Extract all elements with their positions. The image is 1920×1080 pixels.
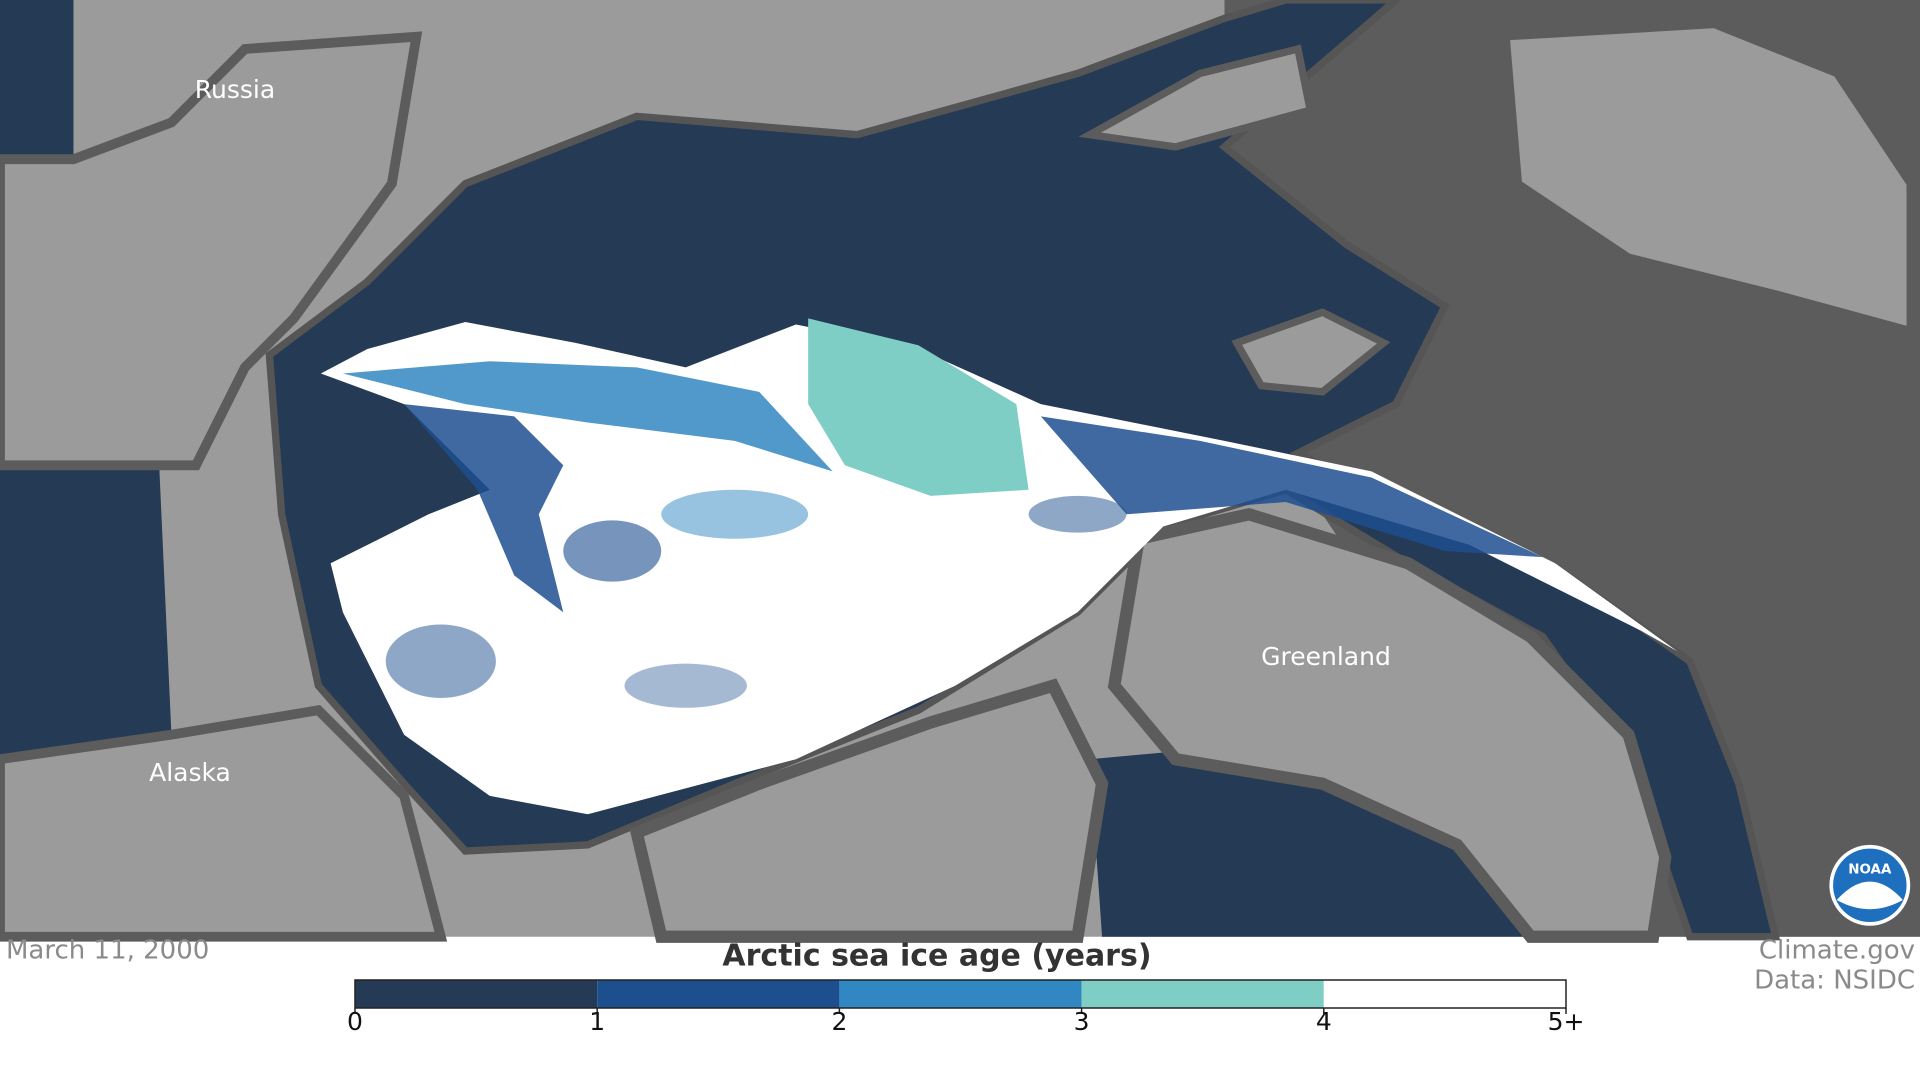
greenland-land [1107,507,1672,943]
place-label: Alaska [149,758,231,787]
colorbar-tick-label: 0 [347,1007,363,1036]
place-label: Greenland [1261,642,1391,671]
colorbar-segment [1323,980,1566,1008]
colorbar-frame [354,979,1567,1009]
ice-3yr [808,318,1029,496]
ice-1yr [404,404,1543,613]
sea-ice [320,318,1678,815]
colorbar-segment [1081,980,1324,1008]
ice-2yr [342,361,833,472]
baffin-bay [1089,746,1543,937]
colorbar-tick-label: 3 [1074,1007,1090,1036]
ice-patch [661,489,809,539]
colorbar-tick-label: 1 [589,1007,605,1036]
colorbar-segment [355,980,598,1008]
colorbar-tick-label: 5+ [1548,1007,1585,1036]
islands [1078,20,1914,396]
date: March 11, 2000 [6,936,209,966]
colorbar-tick-label: 2 [831,1007,847,1036]
legend-title: Arctic sea ice age (years) [722,939,1151,974]
colorbar-segment [839,980,1082,1008]
colorbar-segment [597,980,840,1008]
russia-land [0,31,423,471]
ice-old [320,322,1678,815]
map: NOAA [0,0,1920,943]
ocean [0,0,172,760]
logo-text: NOAA [1848,862,1892,877]
colorbar: 0 1 2 3 4 5+ [347,979,1585,1036]
ice-patch [385,624,496,698]
credit: Climate.gov [1759,936,1915,966]
logo-wave [1836,881,1903,910]
alaska-land [0,704,448,942]
noaa-logo: NOAA [1829,844,1911,926]
ice-patch [563,520,662,582]
canada-islands [629,678,1109,943]
credit: Data: NSIDC [1754,966,1915,996]
colorbar-tick-label: 4 [1316,1007,1332,1036]
ice-patch [1028,495,1127,533]
place-label: Russia [195,75,275,104]
ice-patch [624,663,747,708]
